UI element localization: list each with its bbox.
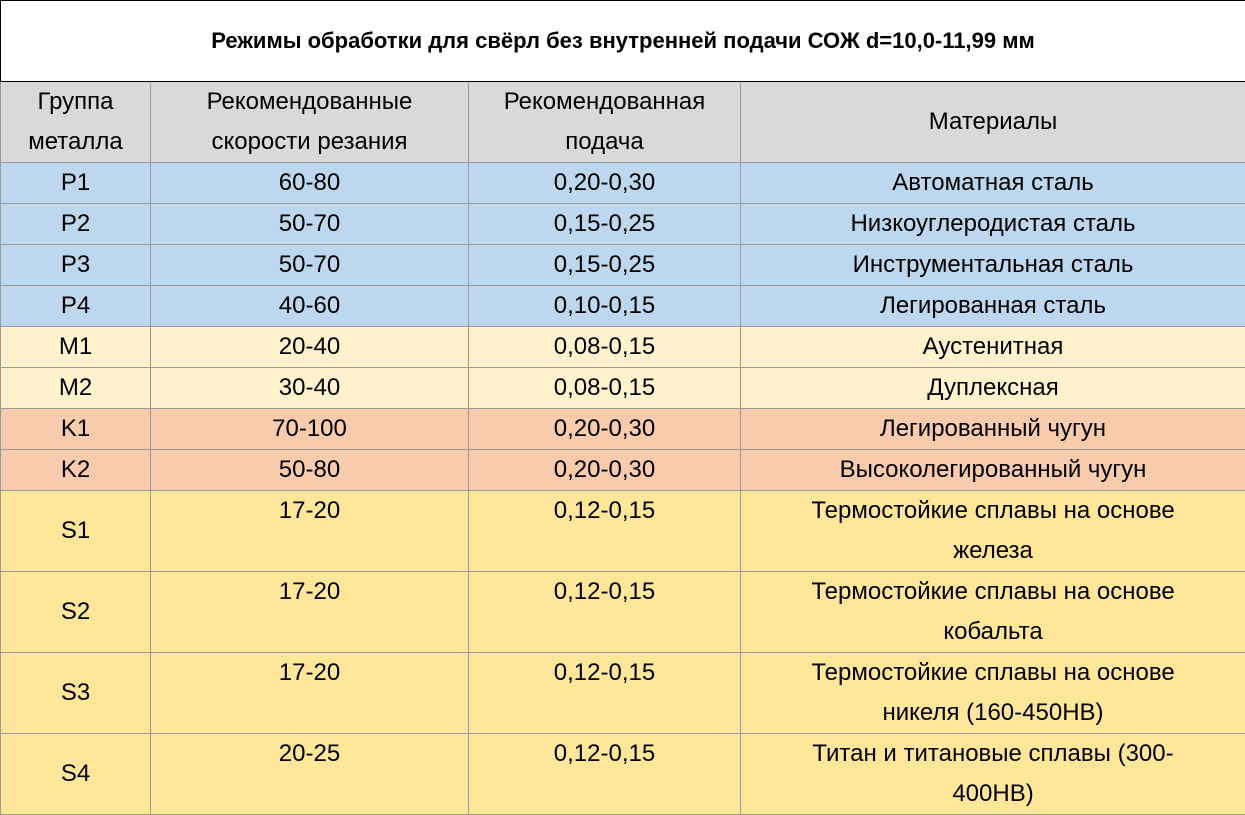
- cell-material-line: Аустенитная: [741, 327, 1245, 367]
- header-group-line-2: металла: [1, 122, 150, 162]
- cell-group[interactable]: P4: [1, 286, 151, 327]
- cell-material[interactable]: Аустенитная: [741, 327, 1245, 368]
- cell-group[interactable]: S1: [1, 491, 151, 572]
- header-feed-line-2: подача: [469, 122, 740, 162]
- cell-material[interactable]: Титан и титановые сплавы (300-400HB): [741, 734, 1245, 815]
- cell-group[interactable]: S2: [1, 572, 151, 653]
- cell-feed[interactable]: 0,20-0,30: [469, 450, 741, 491]
- cell-feed[interactable]: 0,08-0,15: [469, 368, 741, 409]
- cell-material-line: Дуплексная: [741, 368, 1245, 408]
- cell-group[interactable]: K1: [1, 409, 151, 450]
- cell-material-line: Высоколегированный чугун: [741, 450, 1245, 490]
- cell-material[interactable]: Легированный чугун: [741, 409, 1245, 450]
- header-speed[interactable]: Рекомендованные скорости резания: [151, 82, 469, 163]
- cell-group[interactable]: M1: [1, 327, 151, 368]
- cell-group[interactable]: P3: [1, 245, 151, 286]
- header-group-line-1: Группа: [1, 82, 150, 122]
- cell-feed[interactable]: 0,20-0,30: [469, 409, 741, 450]
- cell-material[interactable]: Высоколегированный чугун: [741, 450, 1245, 491]
- cell-speed[interactable]: 60-80: [151, 163, 469, 204]
- cell-material[interactable]: Дуплексная: [741, 368, 1245, 409]
- cell-material[interactable]: Низкоуглеродистая сталь: [741, 204, 1245, 245]
- cell-speed[interactable]: 17-20: [151, 491, 469, 572]
- cell-feed[interactable]: 0,08-0,15: [469, 327, 741, 368]
- cell-speed[interactable]: 50-70: [151, 245, 469, 286]
- cell-material-line: 400HB): [741, 774, 1245, 814]
- cell-feed[interactable]: 0,12-0,15: [469, 734, 741, 815]
- cell-feed[interactable]: 0,12-0,15: [469, 653, 741, 734]
- title-row: Режимы обработки для свёрл без внутренне…: [1, 1, 1245, 82]
- header-group[interactable]: Группа металла: [1, 82, 151, 163]
- cell-speed[interactable]: 50-70: [151, 204, 469, 245]
- header-feed-line-1: Рекомендованная: [469, 82, 740, 122]
- cell-material[interactable]: Инструментальная сталь: [741, 245, 1245, 286]
- cell-speed[interactable]: 20-40: [151, 327, 469, 368]
- cell-feed[interactable]: 0,12-0,15: [469, 491, 741, 572]
- header-row: Группа металла Рекомендованные скорости …: [1, 82, 1245, 163]
- header-materials[interactable]: Материалы: [741, 82, 1245, 163]
- cell-group[interactable]: S4: [1, 734, 151, 815]
- cell-feed[interactable]: 0,20-0,30: [469, 163, 741, 204]
- cell-material-line: Титан и титановые сплавы (300-: [741, 734, 1245, 774]
- header-speed-line-2: скорости резания: [151, 122, 468, 162]
- cell-speed[interactable]: 20-25: [151, 734, 469, 815]
- table-title[interactable]: Режимы обработки для свёрл без внутренне…: [1, 1, 1245, 82]
- cell-group[interactable]: K2: [1, 450, 151, 491]
- cell-material-line: Низкоуглеродистая сталь: [741, 204, 1245, 244]
- cell-material-line: Термостойкие сплавы на основе: [741, 653, 1245, 693]
- cell-material[interactable]: Легированная сталь: [741, 286, 1245, 327]
- cell-material-line: никеля (160-450HB): [741, 693, 1245, 733]
- cell-feed[interactable]: 0,15-0,25: [469, 204, 741, 245]
- cell-material-line: Термостойкие сплавы на основе: [741, 572, 1245, 612]
- cell-material-line: железа: [741, 531, 1245, 571]
- header-speed-line-1: Рекомендованные: [151, 82, 468, 122]
- cell-feed[interactable]: 0,10-0,15: [469, 286, 741, 327]
- cell-material-line: Автоматная сталь: [741, 163, 1245, 203]
- cell-speed[interactable]: 50-80: [151, 450, 469, 491]
- cell-feed[interactable]: 0,15-0,25: [469, 245, 741, 286]
- cell-group[interactable]: M2: [1, 368, 151, 409]
- cell-speed[interactable]: 30-40: [151, 368, 469, 409]
- cell-speed[interactable]: 17-20: [151, 653, 469, 734]
- cell-group[interactable]: P1: [1, 163, 151, 204]
- cell-speed[interactable]: 17-20: [151, 572, 469, 653]
- cell-material-line: Легированная сталь: [741, 286, 1245, 326]
- cell-material[interactable]: Автоматная сталь: [741, 163, 1245, 204]
- cell-group[interactable]: S3: [1, 653, 151, 734]
- cell-group[interactable]: P2: [1, 204, 151, 245]
- cell-feed[interactable]: 0,12-0,15: [469, 572, 741, 653]
- cell-speed[interactable]: 40-60: [151, 286, 469, 327]
- cell-speed[interactable]: 70-100: [151, 409, 469, 450]
- cell-material-line: Термостойкие сплавы на основе: [741, 491, 1245, 531]
- cell-material-line: Инструментальная сталь: [741, 245, 1245, 285]
- cell-material-line: Легированный чугун: [741, 409, 1245, 449]
- header-feed[interactable]: Рекомендованная подача: [469, 82, 741, 163]
- cell-material-line: кобальта: [741, 612, 1245, 652]
